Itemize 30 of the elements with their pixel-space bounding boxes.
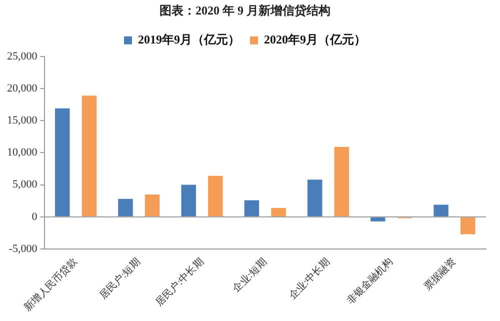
bar bbox=[307, 180, 322, 216]
bar bbox=[118, 198, 133, 216]
bar bbox=[271, 208, 286, 216]
legend-label: 2019年9月（亿元） bbox=[138, 32, 240, 46]
x-tick-label: 新增人民币贷款 bbox=[22, 256, 80, 314]
bar bbox=[181, 184, 196, 216]
y-tick-label: 15,000 bbox=[7, 114, 38, 126]
x-tick-label: 票据融资 bbox=[422, 256, 458, 293]
bar bbox=[334, 146, 350, 216]
bar bbox=[434, 204, 448, 216]
bar bbox=[144, 194, 160, 216]
x-tick-label: 企业:中长期 bbox=[286, 256, 332, 302]
bar bbox=[82, 96, 97, 216]
legend-label: 2020年9月（亿元） bbox=[264, 32, 366, 46]
bar bbox=[244, 200, 260, 216]
y-tick-label: 5,000 bbox=[12, 178, 38, 191]
y-tick-label: 0 bbox=[32, 210, 38, 223]
x-tick-label: 居民户:中长期 bbox=[153, 256, 206, 309]
y-tick-label: -5,000 bbox=[8, 242, 38, 255]
x-tick-label: 非银金融机构 bbox=[344, 256, 396, 307]
chart-title: 图表：2020 年 9 月新增信贷结构 bbox=[160, 3, 330, 18]
x-tick-label: 企业:短期 bbox=[230, 256, 270, 294]
y-tick-label: 25,000 bbox=[7, 50, 38, 62]
bar bbox=[370, 217, 386, 222]
bar bbox=[460, 217, 476, 234]
x-tick-label: 居民户:短期 bbox=[97, 256, 143, 302]
bar bbox=[208, 176, 223, 216]
bar bbox=[55, 108, 70, 216]
y-tick-label: 20,000 bbox=[7, 82, 38, 94]
y-tick-label: 10,000 bbox=[7, 146, 38, 159]
